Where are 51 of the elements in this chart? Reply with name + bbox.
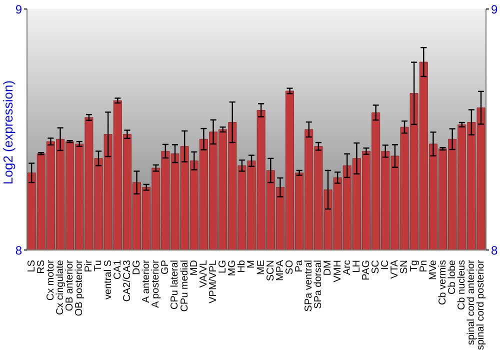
x-tick-label: LH	[351, 260, 362, 273]
x-tick-label: SO	[284, 260, 296, 274]
x-tick-label: CA1	[112, 260, 124, 280]
x-tick-label: MVe	[428, 260, 439, 280]
x-tick-label: VMH	[332, 260, 344, 282]
x-tick-label: Tu	[93, 260, 104, 272]
x-tick-label: LS	[26, 260, 38, 272]
x-tick-label: Pa	[294, 260, 306, 272]
x-tick-label: RS	[36, 260, 47, 274]
x-tick-label: MPA	[274, 260, 286, 281]
x-tick-label: Cb nucleus	[456, 260, 468, 310]
x-tick-label: DM	[322, 260, 334, 276]
x-tick-label: CPu medial	[179, 260, 190, 312]
x-tick-label: Tg	[408, 260, 420, 272]
y-axis-title: Log2 (expression)	[0, 80, 16, 184]
x-tick-label: Arc	[342, 260, 353, 275]
x-tick-label: VTA	[390, 260, 401, 279]
x-tick-label: ME	[256, 260, 267, 275]
x-tick-label: GP	[160, 260, 172, 274]
x-tick-label: CA2/CA3	[122, 260, 133, 302]
x-tick-label: OB anterior	[64, 259, 76, 312]
x-tick-label: IC	[380, 260, 392, 270]
x-tick-label: Pn	[418, 260, 430, 272]
x-tick-label: Cb vermis	[437, 260, 448, 306]
x-tick-label: VA/VL	[198, 260, 210, 288]
x-tick-label: OB posterior	[74, 259, 86, 316]
x-tick-label: Cx cingulate	[54, 260, 66, 316]
x-tick-label: PAG	[360, 260, 372, 280]
x-tick-label: CPu lateral	[170, 260, 181, 310]
x-tick-label: LG	[218, 260, 229, 274]
x-tick-label: MG	[227, 260, 238, 276]
x-tick-label: SC	[370, 260, 382, 274]
x-tick-label: SPa ventral	[304, 260, 315, 312]
x-tick-label: Cb lobe	[447, 260, 458, 294]
x-tick-label: Pir	[84, 259, 95, 272]
x-tick-label: VPM/VPL	[208, 260, 219, 304]
x-tick-label: MD	[188, 260, 200, 276]
y2-tick-label: 8	[491, 243, 498, 258]
x-tick-label: Cx motor	[45, 259, 56, 301]
x-tick-label: DG	[131, 260, 142, 275]
x-tick-label: SN	[399, 260, 410, 274]
x-tick-label: spinal cord anterior	[466, 259, 478, 346]
x-tick-label: ventral S	[102, 260, 114, 300]
x-tick-label: M	[246, 260, 258, 268]
y2-tick-label: 9	[491, 2, 498, 16]
x-tick-label: Hb	[236, 260, 248, 273]
x-tick-label: SPa dorsal	[313, 260, 324, 309]
x-tick-label: spinal cord posterior	[476, 259, 487, 350]
x-tick-label: A anterior	[141, 259, 152, 303]
x-tick-label: SCN	[265, 260, 276, 282]
x-tick-label: A posterior	[150, 259, 162, 308]
